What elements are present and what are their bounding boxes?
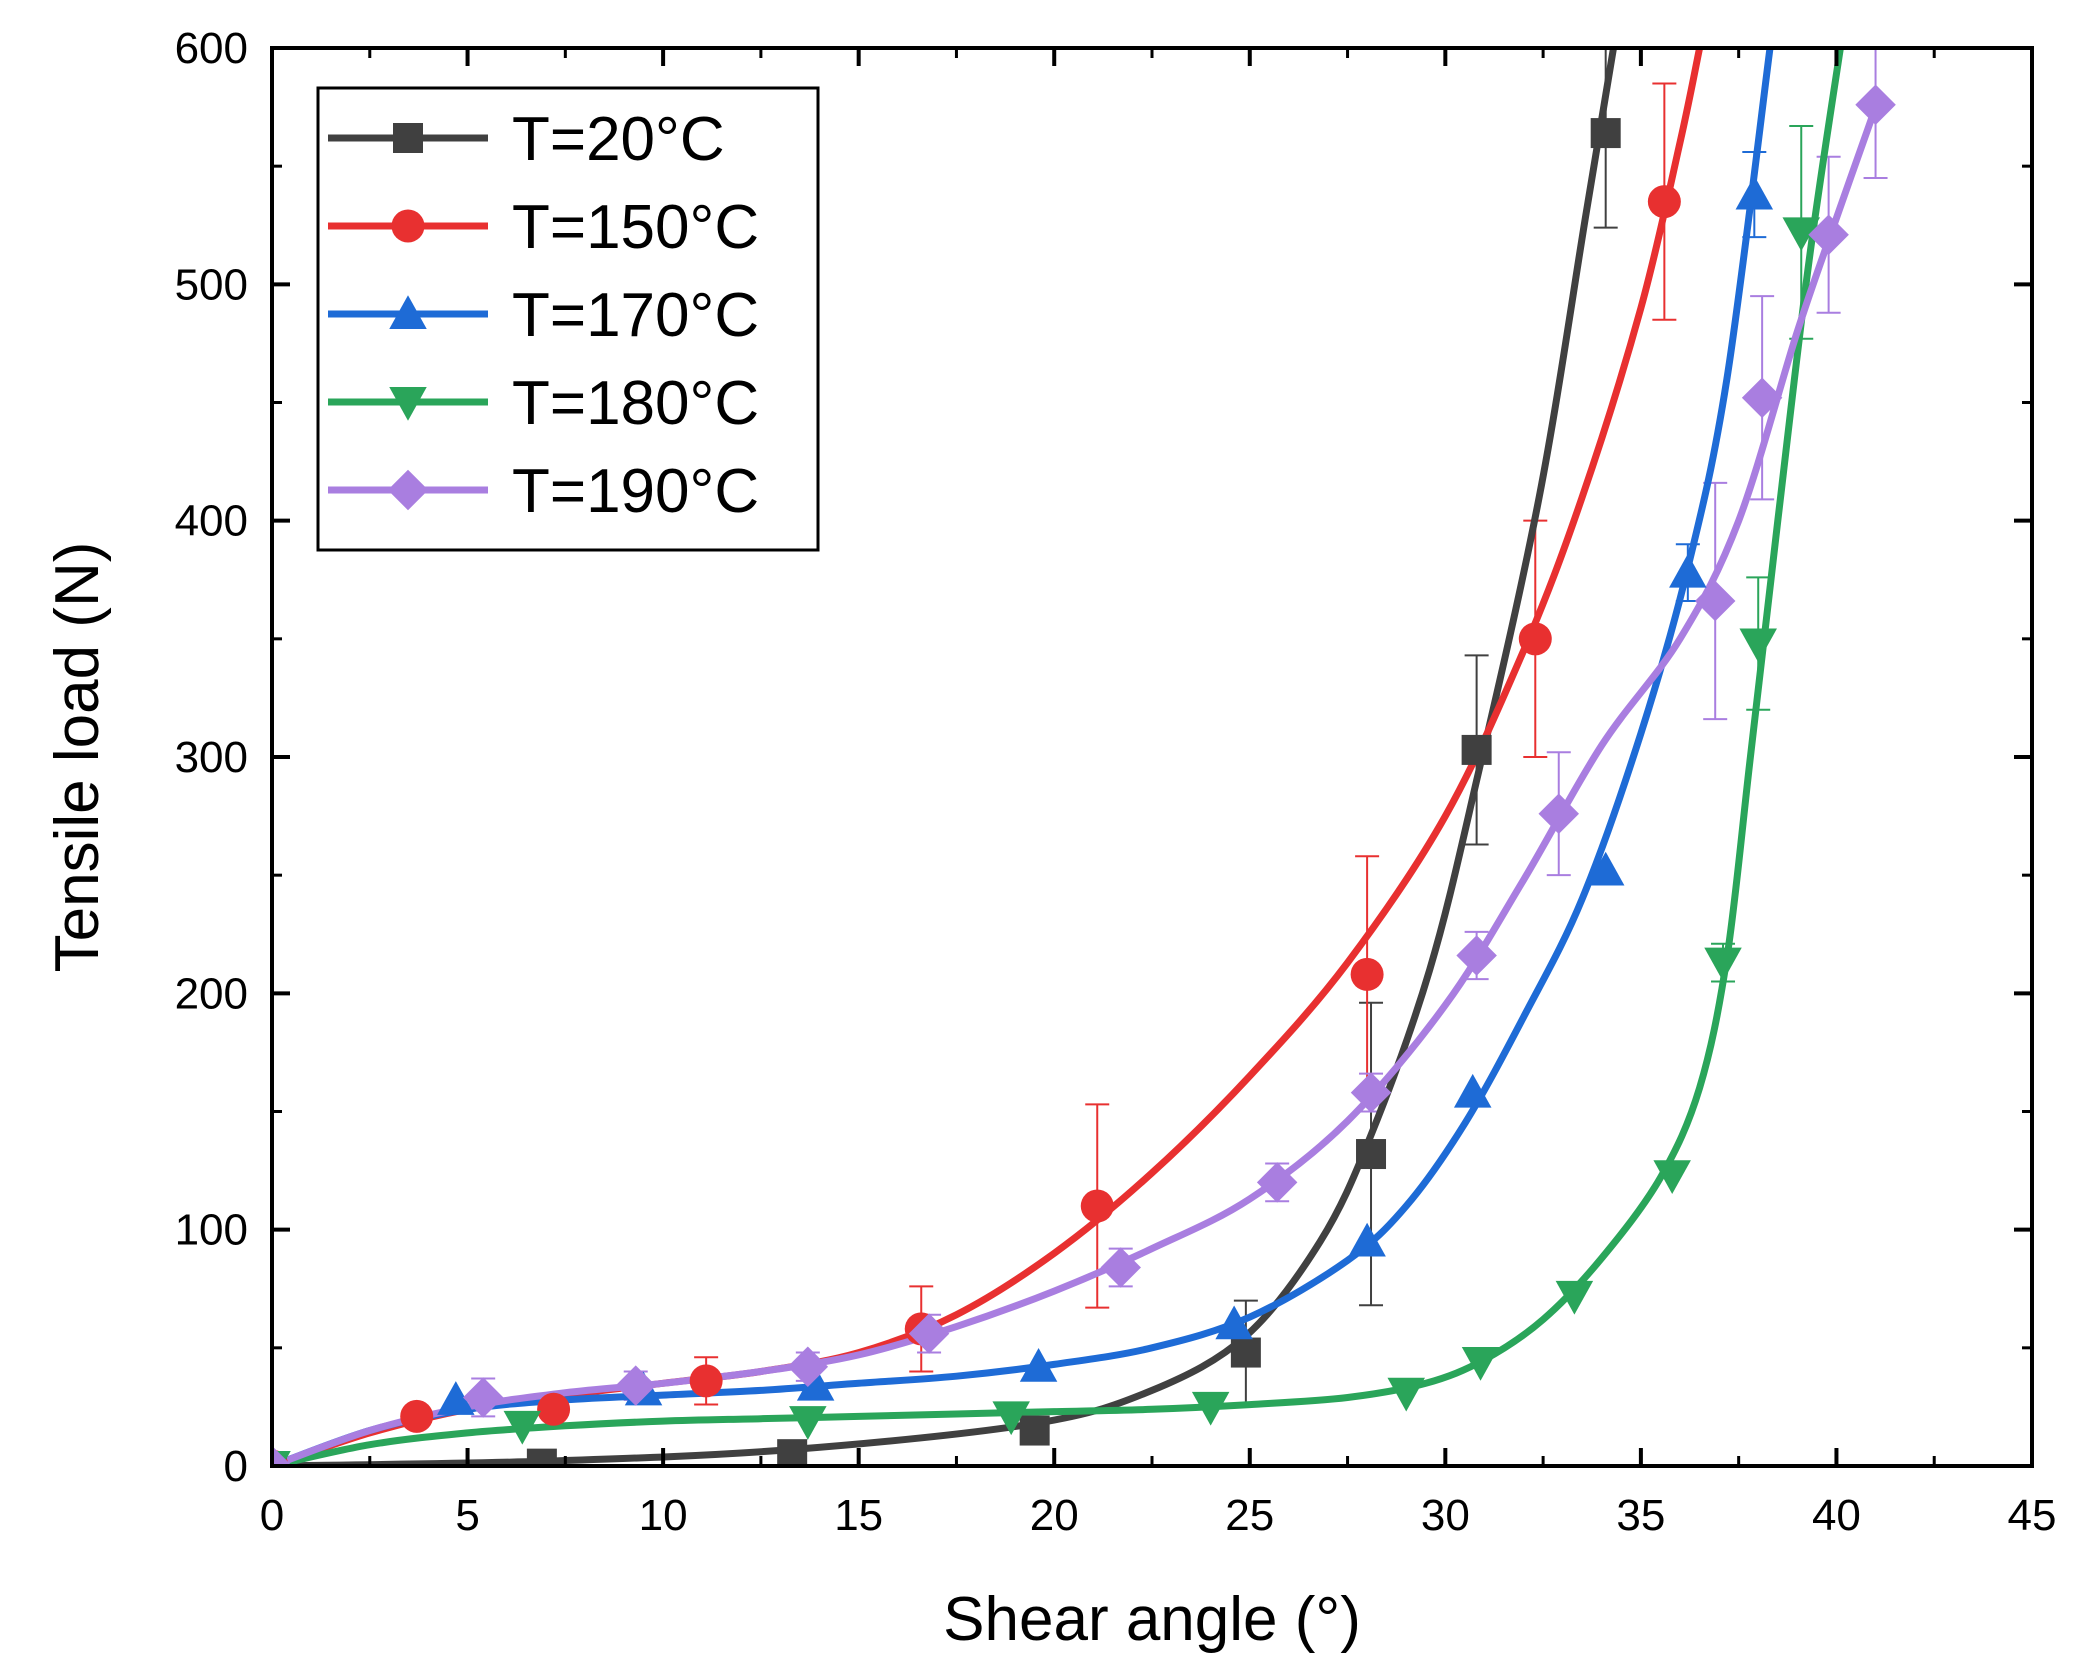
x-tick-label: 20 [1030, 1491, 1079, 1540]
data-point [1782, 217, 1820, 252]
data-point [1019, 1347, 1058, 1382]
legend-marker-4 [387, 469, 429, 511]
data-point [1348, 1222, 1386, 1257]
y-tick-label: 300 [175, 733, 248, 782]
y-tick-label: 0 [224, 1442, 248, 1491]
data-point [1230, 1337, 1261, 1368]
data-point [1256, 1162, 1298, 1203]
x-tick-label: 25 [1225, 1491, 1274, 1540]
legend-label-2: T=170°C [512, 281, 759, 350]
data-point [1586, 851, 1625, 886]
data-point [272, 1445, 293, 1466]
data-point [503, 1410, 542, 1445]
data-point [1019, 1415, 1050, 1446]
data-point [787, 1346, 829, 1387]
y-axis-ticks: 0 100 200 300 400 500 600 [175, 24, 2032, 1491]
data-point [1100, 1247, 1141, 1288]
data-point [1855, 84, 1896, 125]
x-axis-title: Shear angle (°) [943, 1585, 1361, 1654]
legend-marker-2 [389, 295, 427, 329]
data-point [689, 1364, 723, 1398]
series-line-2 [272, 48, 1774, 1466]
series-line-0 [272, 48, 1617, 1466]
data-point [1215, 1305, 1253, 1340]
data-point [1538, 793, 1580, 834]
y-axis-title: Tensile load (N) [43, 542, 112, 973]
data-point [437, 1381, 475, 1415]
legend-marker-0 [393, 123, 423, 153]
data-point [537, 1392, 571, 1426]
y-tick-label: 200 [175, 969, 248, 1018]
data-point [526, 1448, 557, 1466]
series-line-3 [272, 48, 1844, 1466]
y-tick-label: 400 [175, 497, 248, 546]
x-tick-label: 45 [2008, 1491, 2057, 1540]
y-tick-label: 100 [175, 1206, 248, 1255]
data-point [1694, 580, 1736, 622]
data-point [1350, 1072, 1392, 1113]
legend-marker-1 [391, 209, 425, 243]
data-point [1518, 622, 1552, 656]
data-point [1356, 1139, 1387, 1170]
data-point [1735, 175, 1774, 210]
x-tick-label: 0 [260, 1491, 284, 1540]
x-tick-label: 40 [1812, 1491, 1861, 1540]
data-point [462, 1377, 504, 1418]
y-tick-label: 600 [175, 24, 248, 73]
data-point [992, 1401, 1030, 1436]
data-point [1461, 734, 1492, 765]
data-point [1080, 1189, 1114, 1223]
legend-marker-3 [389, 387, 427, 421]
data-point [1350, 957, 1384, 991]
markers-series-2 [272, 175, 1774, 1466]
data-point [1453, 1073, 1492, 1108]
data-point [1741, 377, 1783, 419]
data-point [1647, 185, 1681, 219]
legend-label-1: T=150°C [512, 193, 759, 262]
x-tick-label: 35 [1616, 1491, 1665, 1540]
legend-label-3: T=180°C [512, 369, 759, 438]
data-point [1669, 553, 1707, 588]
x-axis-ticks: 0 5 10 15 20 25 30 35 40 45 [260, 48, 2057, 1540]
markers-series-0 [272, 118, 1621, 1466]
data-point [1704, 947, 1742, 982]
data-point [1590, 118, 1621, 149]
data-point [777, 1439, 808, 1466]
data-point [796, 1366, 835, 1401]
x-tick-label: 30 [1421, 1491, 1470, 1540]
y-tick-label: 500 [175, 260, 248, 309]
data-point [1191, 1391, 1230, 1426]
x-tick-label: 5 [455, 1491, 479, 1540]
series-line-4 [272, 103, 1880, 1466]
legend-label-0: T=20°C [512, 105, 725, 174]
legend: T=20°C T=150°C T=170°C T=180°C T=190°C [316, 86, 820, 552]
data-point [1653, 1160, 1691, 1195]
markers-series-4 [272, 84, 1896, 1466]
data-point [1387, 1377, 1425, 1412]
data-point [1739, 628, 1777, 663]
markers-series-3 [272, 217, 1820, 1466]
data-point [1461, 1347, 1500, 1381]
x-tick-label: 15 [834, 1491, 883, 1540]
data-point [615, 1365, 656, 1406]
data-point [908, 1313, 950, 1354]
data-point [789, 1406, 827, 1440]
data-point [1555, 1280, 1594, 1315]
plot-marks [272, 48, 1896, 1466]
x-tick-label: 10 [639, 1491, 688, 1540]
data-point [1456, 935, 1497, 976]
data-point [400, 1399, 434, 1433]
data-point [1808, 214, 1849, 255]
legend-label-4: T=190°C [512, 457, 759, 526]
